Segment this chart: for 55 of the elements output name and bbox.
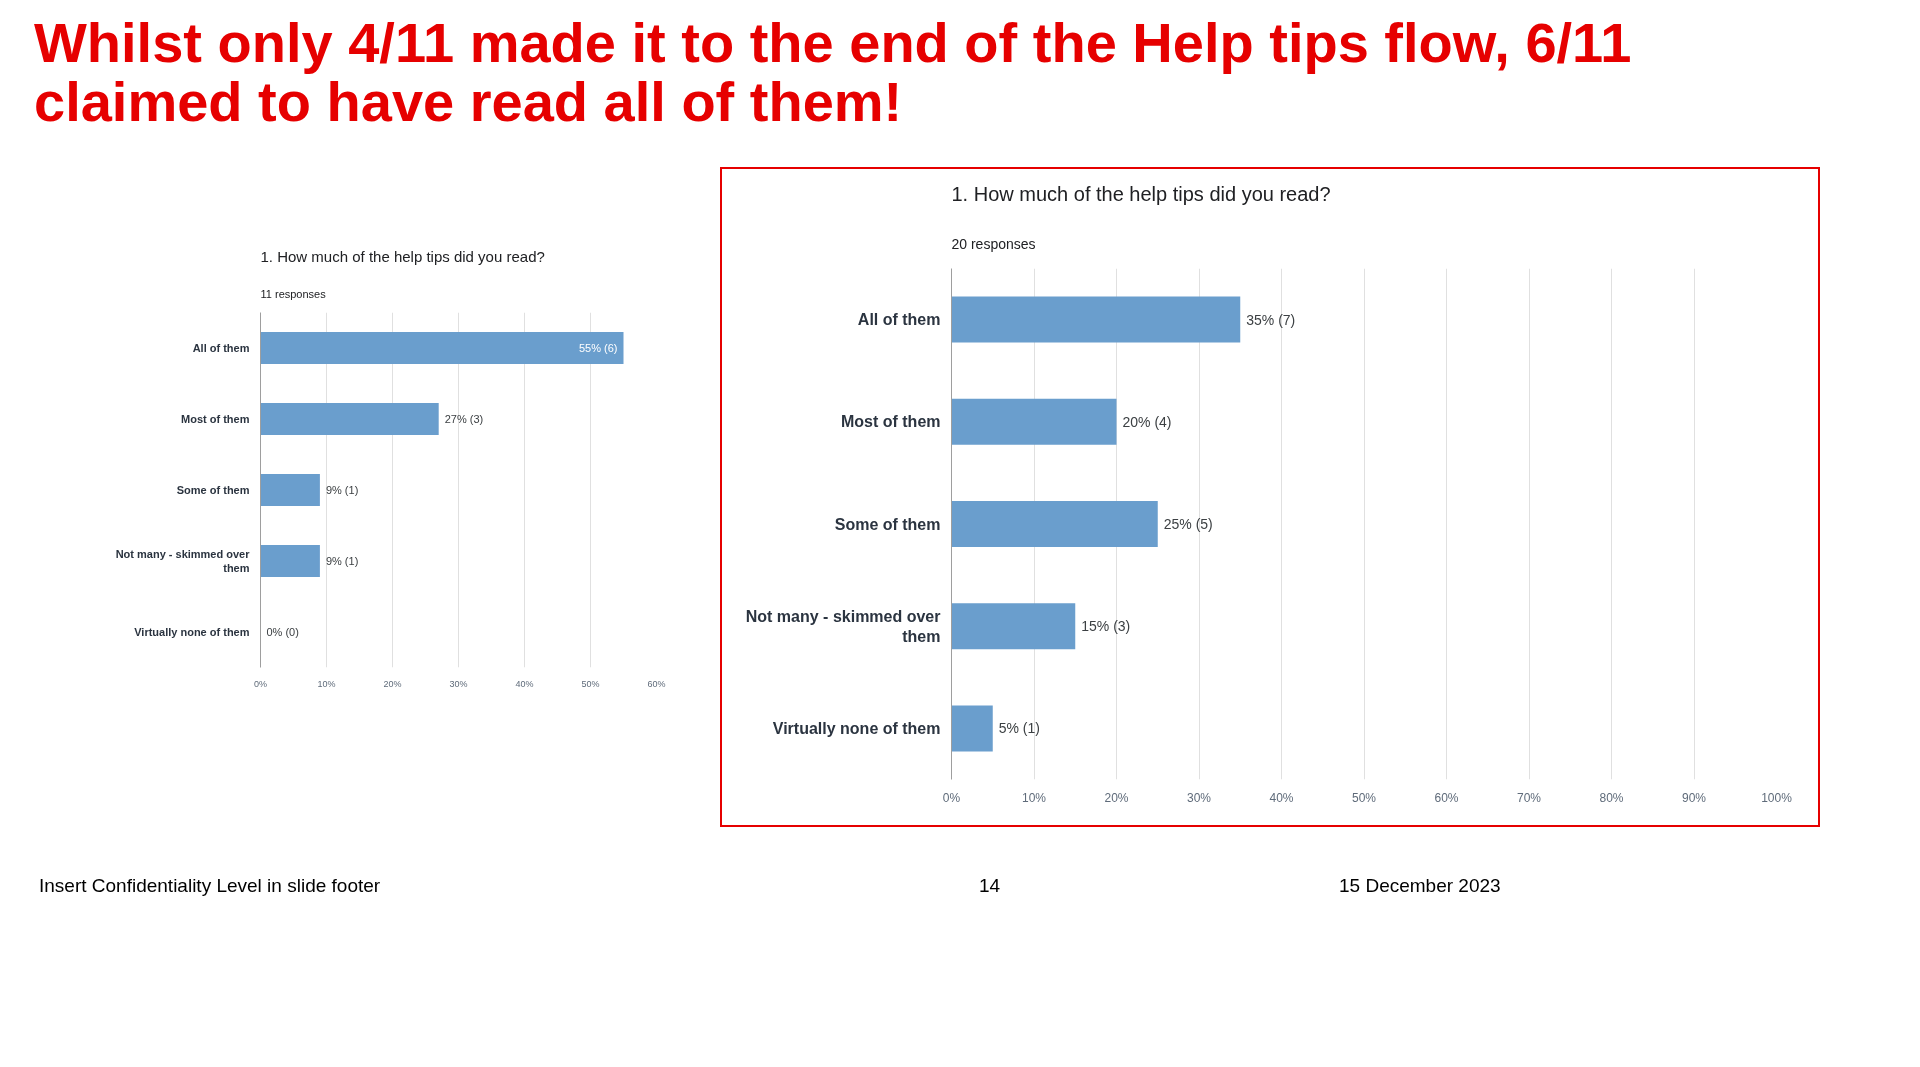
data-label: 25% (5) xyxy=(1163,515,1213,532)
data-label: 35% (7) xyxy=(1246,311,1296,328)
chart-subtitle: 20 responses xyxy=(951,235,1036,252)
y-tick-label: Some of them xyxy=(176,483,250,496)
bar xyxy=(260,544,320,577)
data-label: 0% (0) xyxy=(266,625,299,638)
x-tick-label: 90% xyxy=(1681,790,1707,805)
x-tick-label: 10% xyxy=(1021,790,1047,805)
x-tick-label: 70% xyxy=(1516,790,1542,805)
x-tick-label: 0% xyxy=(942,790,961,805)
x-tick-label: 0% xyxy=(254,678,268,689)
data-label: 20% (4) xyxy=(1122,413,1172,430)
x-tick-label: 30% xyxy=(449,678,468,689)
x-tick-label: 100% xyxy=(1761,790,1793,805)
x-tick-label: 40% xyxy=(1269,790,1294,805)
y-tick-label: Some of them xyxy=(834,515,941,533)
x-tick-label: 30% xyxy=(1186,790,1212,805)
bar xyxy=(260,473,320,506)
x-tick-label: 50% xyxy=(581,678,600,689)
chart-title: 1. How much of the help tips did you read? xyxy=(951,182,1331,205)
data-label: 27% (3) xyxy=(444,412,484,425)
y-tick-label: Virtually none of them xyxy=(134,625,250,638)
x-tick-label: 60% xyxy=(647,678,666,689)
y-tick-label: All of them xyxy=(857,310,941,328)
text: 15 December 2023 xyxy=(1339,873,1501,898)
y-tick-label: Virtually none of them xyxy=(772,719,941,737)
y-tick-label: Not many - skimmed over them xyxy=(745,607,941,645)
x-tick-label: 80% xyxy=(1599,790,1624,805)
y-tick-label: Most of them xyxy=(181,412,250,425)
bar xyxy=(951,602,1076,649)
y-tick-label: Not many - skimmed over them xyxy=(115,547,251,574)
x-tick-label: 10% xyxy=(317,678,336,689)
bar xyxy=(951,296,1241,343)
x-tick-label: 50% xyxy=(1351,790,1377,805)
x-tick-label: 40% xyxy=(515,678,534,689)
bar xyxy=(260,402,439,435)
x-tick-label: 20% xyxy=(1104,790,1129,805)
data-label: 9% (1) xyxy=(325,483,359,496)
x-tick-label: 20% xyxy=(383,678,402,689)
bar xyxy=(951,500,1158,547)
y-tick-label: All of them xyxy=(192,341,250,354)
chart-subtitle: 11 responses xyxy=(260,287,327,300)
bar xyxy=(260,331,624,364)
text: 14 xyxy=(979,873,1001,898)
y-tick-label: Most of them xyxy=(840,412,941,430)
data-label: 9% (1) xyxy=(325,554,359,567)
data-label: 55% (6) xyxy=(578,341,618,354)
data-label: 5% (1) xyxy=(998,719,1040,736)
text: Insert Confidentiality Level in slide footer xyxy=(39,873,381,898)
bar xyxy=(951,398,1117,445)
text: Whilst only 4/11 made it to the end of the Help tips flow, 6/11 claimed to have read all of them! xyxy=(34,11,1633,133)
bar xyxy=(951,705,993,751)
data-label: 15% (3) xyxy=(1081,617,1131,634)
chart-title: 1. How much of the help tips did you read? xyxy=(260,247,545,265)
x-tick-label: 60% xyxy=(1434,790,1459,805)
